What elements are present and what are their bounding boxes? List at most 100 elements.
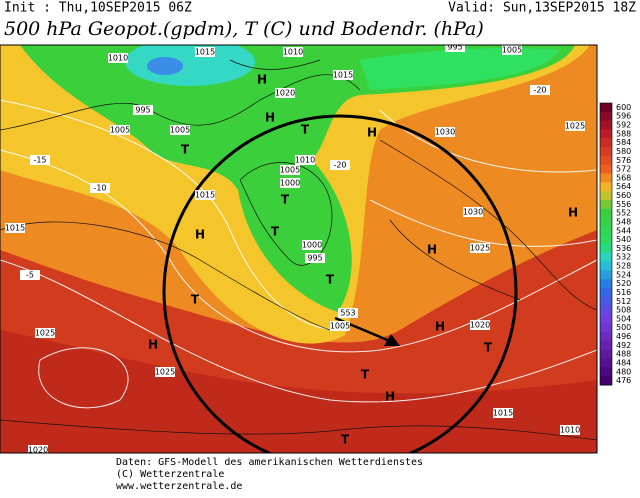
color-step (600, 103, 612, 113)
map-frame (0, 44, 598, 454)
contour-label: -5 (26, 271, 34, 280)
colorbar-label: 520 (616, 279, 631, 288)
color-step (600, 332, 612, 342)
label-box (502, 45, 522, 55)
label-box (155, 367, 175, 377)
colorbar-label: 484 (616, 358, 631, 367)
color-step (600, 226, 612, 236)
color-step (600, 129, 612, 139)
cold-core-inner (147, 57, 183, 75)
contour-label: 1015 (5, 224, 25, 233)
contour-label: 1015 (333, 71, 353, 80)
color-step (600, 182, 612, 192)
colorbar-label: 516 (616, 288, 631, 297)
color-step (600, 270, 612, 280)
contour-label: 1005 (502, 46, 522, 55)
label-box (470, 243, 490, 253)
init-time: Init : Thu,10SEP2015 06Z (4, 1, 192, 16)
contour-label: 1015 (195, 48, 215, 57)
label-box (108, 53, 128, 63)
label-box (302, 240, 322, 250)
valid-time: Valid: Sun,13SEP2015 18Z (448, 1, 636, 16)
contour-label: 1015 (195, 191, 215, 200)
label-box (90, 183, 110, 193)
colorbar-label: 496 (616, 332, 631, 341)
colorbar-label: 576 (616, 156, 631, 165)
contour-label: -20 (333, 161, 346, 170)
contour-label: 1010 (283, 48, 303, 57)
contour-label: -10 (93, 184, 106, 193)
color-step (600, 244, 612, 254)
color-step (600, 155, 612, 166)
color-step (600, 252, 612, 263)
label-box (20, 270, 40, 280)
label-box (565, 121, 585, 131)
label-box (493, 408, 513, 418)
color-step (600, 111, 612, 122)
pressure-center: H (568, 206, 578, 220)
colorbar-label: 548 (616, 217, 631, 226)
isobars (0, 59, 597, 441)
arrow-head (384, 334, 400, 346)
contour-label: 1025 (470, 244, 490, 253)
color-step (600, 349, 612, 360)
contour-label: 1020 (470, 321, 490, 330)
contour-label: 1010 (108, 54, 128, 63)
colorbar-label: 500 (616, 323, 631, 332)
colorbar-label: 572 (616, 165, 631, 174)
label-box (170, 125, 190, 135)
colorbar-label: 592 (616, 121, 631, 130)
colorbar-label: 488 (616, 350, 631, 359)
colorbar-label: 528 (616, 262, 631, 271)
contour-label: 1000 (280, 179, 300, 188)
label-box (110, 125, 130, 135)
label-box (35, 328, 55, 338)
colorbar-label: 504 (616, 314, 631, 323)
color-step (600, 296, 612, 307)
colorbar: 6005965925885845805765725685645605565525… (599, 102, 631, 386)
colorbar-label: 536 (616, 244, 631, 253)
colorbar-label: 540 (616, 235, 631, 244)
colorbar-label: 544 (616, 226, 631, 235)
label-box (195, 190, 215, 200)
label-box (330, 160, 350, 170)
pressure-center: H (257, 73, 267, 87)
colorbar-label: 560 (616, 191, 631, 200)
pressure-center: T (484, 341, 493, 355)
color-step (600, 261, 612, 271)
colorbar-label: 552 (616, 209, 631, 218)
colorbar-label: 480 (616, 367, 631, 376)
pressure-center: H (435, 320, 445, 334)
color-step (600, 358, 612, 368)
footer-line: www.wetterzentrale.de (116, 481, 242, 492)
label-box (530, 85, 550, 95)
green-area (360, 48, 560, 90)
colorbar-label: 508 (616, 306, 631, 315)
contour-label: 1020 (275, 89, 295, 98)
label-box (283, 47, 303, 57)
colorbar-label: 532 (616, 253, 631, 262)
color-step (600, 367, 612, 377)
contour-label: -15 (33, 156, 46, 165)
colorbar-frame (599, 102, 613, 386)
label-box (133, 105, 153, 115)
pressure-center: H (195, 228, 205, 242)
contour-label: 553 (340, 309, 355, 318)
label-box (305, 253, 325, 263)
pressure-center: H (367, 126, 377, 140)
label-box (560, 425, 580, 435)
contour-label: 995 (447, 43, 462, 52)
contour-label: 1025 (155, 368, 175, 377)
color-step (600, 120, 612, 130)
contour-label: 1030 (435, 128, 455, 137)
pressure-center: T (191, 293, 200, 307)
colorbar-label: 568 (616, 173, 631, 182)
color-step (600, 217, 612, 227)
color-step (600, 164, 612, 174)
map: 1010 1015 1010 995 1005 1015 1020 995 1005 1005 H T… (0, 43, 598, 454)
contour-label: 1005 (330, 322, 350, 331)
color-step (600, 208, 612, 219)
colorbar-label: 600 (616, 103, 631, 112)
pressure-center: T (181, 143, 190, 157)
